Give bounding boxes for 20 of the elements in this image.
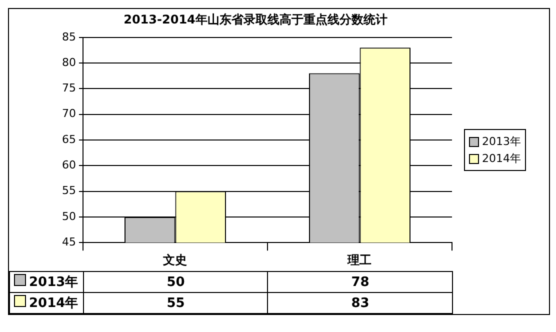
y-tick-label: 85: [62, 30, 76, 44]
text: 2014年: [29, 296, 78, 311]
data-label: 50: [83, 272, 268, 292]
y-tick-label: 55: [62, 184, 76, 198]
data-label: 55: [83, 292, 268, 314]
legend-label: 2013年: [29, 275, 78, 290]
legend-label: 2014年: [482, 151, 521, 166]
x-tick-label: 文史: [162, 252, 188, 267]
y-tick-label: 80: [62, 56, 76, 69]
x-tick-label: 理工: [346, 252, 372, 267]
y-tick-label: 50: [62, 210, 76, 223]
y-tick-label: 75: [62, 82, 76, 95]
chart-title: 2013-2014年山东省录取线高于重点线分数统计: [124, 12, 388, 26]
data-label: 78: [268, 272, 452, 292]
y-tick-label: 60: [62, 158, 76, 172]
y-tick-label: 45: [62, 235, 76, 248]
text: 2013年: [482, 135, 521, 148]
y-tick-label: 70: [62, 107, 76, 120]
y-tick-label: 65: [62, 132, 76, 146]
data-label: 83: [268, 292, 452, 314]
